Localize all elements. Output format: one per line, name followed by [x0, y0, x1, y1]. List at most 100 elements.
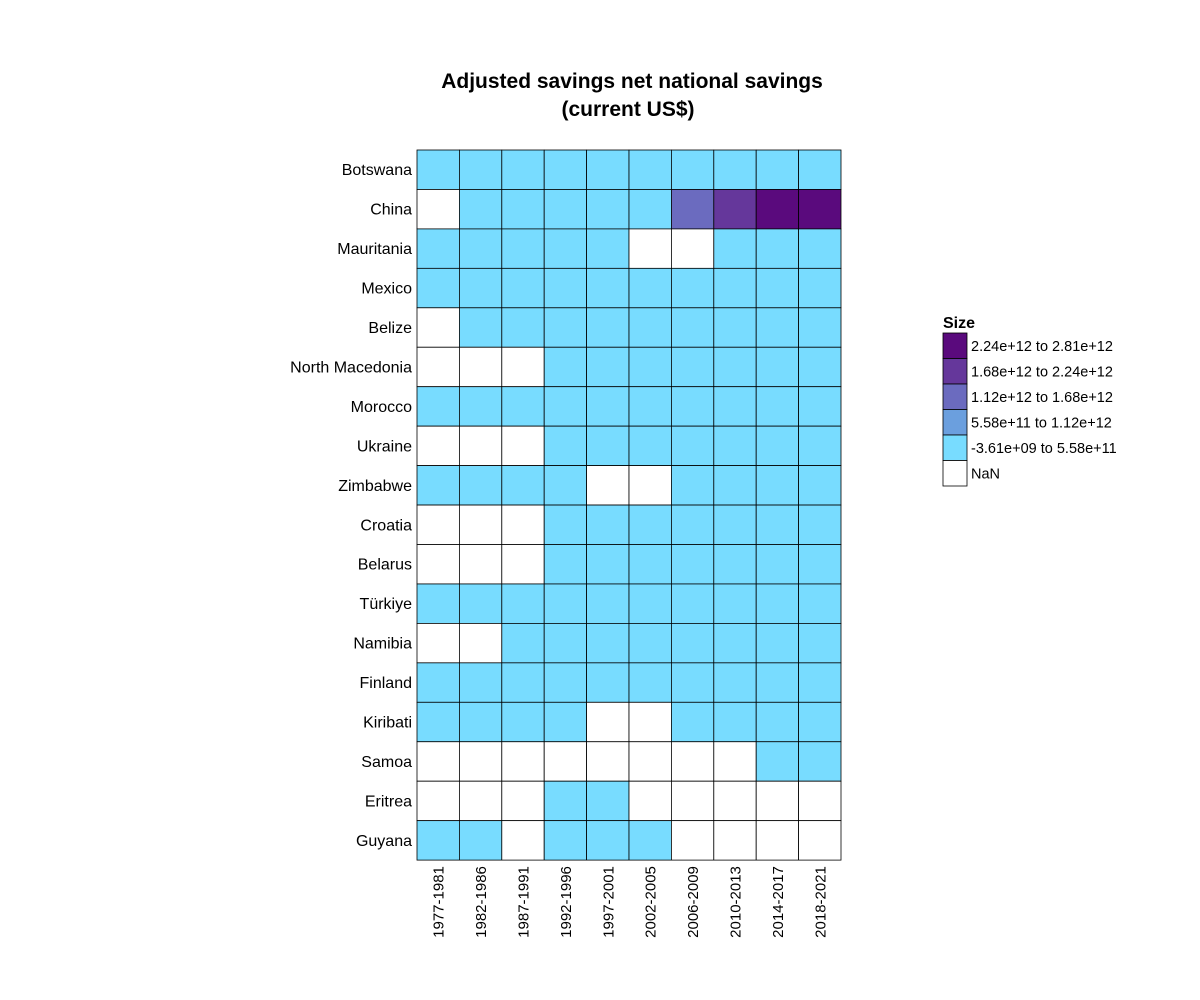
heatmap-cell-samoa-1977-1981 — [416, 741, 460, 782]
heatmap-cell-mauritania-2006-2009 — [671, 228, 715, 269]
heatmap-cell-ukraine-1987-1991 — [501, 425, 545, 466]
heatmap-cell-finland-2018-2021 — [798, 662, 842, 703]
heatmap-cell-belize-1992-1996 — [543, 307, 588, 348]
heatmap-cell-morocco-2010-2013 — [713, 386, 757, 427]
heatmap-cell-croatia-2018-2021 — [798, 504, 842, 545]
heatmap-cell-belarus-2002-2005 — [628, 544, 672, 585]
heatmap-cell-morocco-1987-1991 — [501, 386, 545, 427]
heatmap-cell-samoa-1997-2001 — [586, 741, 630, 782]
y-tick-label: Kiribati — [363, 715, 412, 732]
heatmap-cell-turkiye-1992-1996 — [543, 583, 588, 624]
y-tick-label: China — [370, 202, 412, 219]
heatmap-cell-zimbabwe-1977-1981 — [416, 465, 460, 506]
heatmap-cell-finland-2010-2013 — [713, 662, 757, 703]
heatmap-cell-eritrea-1987-1991 — [501, 780, 545, 822]
y-tick-label: Botswana — [342, 162, 412, 179]
x-tick-label: 2014-2017 — [770, 866, 787, 938]
heatmap-cell-samoa-2002-2005 — [628, 741, 672, 782]
heatmap-cell-mauritania-2010-2013 — [713, 228, 757, 269]
heatmap-cell-namibia-1997-2001 — [586, 623, 630, 664]
x-tick-label: 2018-2021 — [812, 866, 829, 938]
heatmap-cell-belize-2010-2013 — [713, 307, 757, 348]
heatmap-cell-turkiye-2002-2005 — [628, 583, 672, 624]
heatmap-cell-belize-2018-2021 — [798, 307, 842, 348]
heatmap-cell-kiribati-1997-2001 — [586, 701, 630, 743]
heatmap-cell-mauritania-1977-1981 — [416, 228, 460, 269]
heatmap-cell-mexico-1987-1991 — [501, 267, 545, 309]
heatmap-cell-mexico-1977-1981 — [416, 267, 460, 309]
heatmap-cell-china-1977-1981 — [416, 189, 460, 230]
heatmap-cell-mexico-1982-1986 — [458, 267, 503, 309]
heatmap-cell-morocco-2018-2021 — [798, 386, 842, 427]
heatmap-cell-ukraine-2014-2017 — [755, 425, 800, 466]
heatmap-cell-namibia-1982-1986 — [458, 623, 503, 664]
heatmap-cell-eritrea-1977-1981 — [416, 780, 460, 822]
heatmap-cell-eritrea-1997-2001 — [586, 780, 630, 822]
legend-swatch — [942, 383, 968, 410]
y-tick-label: Finland — [360, 675, 412, 692]
heatmap-cell-turkiye-1982-1986 — [458, 583, 503, 624]
heatmap-cell-finland-1977-1981 — [416, 662, 460, 703]
legend-swatch — [942, 409, 968, 436]
heatmap-cell-morocco-2006-2009 — [671, 386, 715, 427]
heatmap-cell-namibia-2006-2009 — [671, 623, 715, 664]
legend-swatch — [942, 332, 968, 359]
y-tick-label: Türkiye — [360, 596, 413, 613]
heatmap-cell-finland-1992-1996 — [543, 662, 588, 703]
x-axis-labels: 1977-1981 1982-1986 1987-1991 1992-1996 1997… — [431, 866, 830, 938]
heatmap-cell-china-2002-2005 — [628, 189, 672, 230]
x-tick-label: 2002-2005 — [643, 866, 660, 938]
y-tick-label: Mauritania — [337, 241, 412, 258]
heatmap-cell-finland-1982-1986 — [458, 662, 503, 703]
heatmap-cell-croatia-1982-1986 — [458, 504, 503, 545]
x-tick-label: 1997-2001 — [600, 866, 617, 938]
heatmap-cell-namibia-2014-2017 — [755, 623, 800, 664]
heatmap-cell-zimbabwe-2010-2013 — [713, 465, 757, 506]
heatmap-cell-belize-2002-2005 — [628, 307, 672, 348]
heatmap-cell-belarus-1992-1996 — [543, 544, 588, 585]
heatmap-cell-finland-2002-2005 — [628, 662, 672, 703]
heatmap-cell-croatia-1977-1981 — [416, 504, 460, 545]
heatmap-cell-belize-2006-2009 — [671, 307, 715, 348]
legend-swatch — [942, 460, 968, 487]
heatmap-cell-turkiye-2014-2017 — [755, 583, 800, 624]
y-tick-label: Namibia — [353, 636, 412, 653]
heatmap-cell-eritrea-2014-2017 — [755, 780, 800, 822]
heatmap-cell-mauritania-2002-2005 — [628, 228, 672, 269]
heatmap-cell-kiribati-1977-1981 — [416, 701, 460, 743]
heatmap-cell-zimbabwe-1997-2001 — [586, 465, 630, 506]
heatmap-cells — [416, 149, 842, 861]
heatmap-cell-guyana-1992-1996 — [543, 820, 588, 861]
heatmap-cell-belize-1987-1991 — [501, 307, 545, 348]
heatmap-cell-morocco-1992-1996 — [543, 386, 588, 427]
heatmap-cell-china-1982-1986 — [458, 189, 503, 230]
heatmap-cell-botswana-2002-2005 — [628, 149, 672, 190]
heatmap-cell-belarus-1987-1991 — [501, 544, 545, 585]
heatmap-cell-eritrea-1992-1996 — [543, 780, 588, 822]
x-tick-label: 1987-1991 — [516, 866, 533, 938]
heatmap-cell-samoa-1982-1986 — [458, 741, 503, 782]
y-axis-labels: Botswana China Mauritania Mexico Belize North… — [290, 162, 412, 850]
heatmap-cell-eritrea-2010-2013 — [713, 780, 757, 822]
legend-title: Size — [943, 315, 975, 332]
heatmap-cell-turkiye-1987-1991 — [501, 583, 545, 624]
heatmap-cell-zimbabwe-2018-2021 — [798, 465, 842, 506]
heatmap-cell-mexico-1992-1996 — [543, 267, 588, 309]
heatmap-cell-ukraine-1997-2001 — [586, 425, 630, 466]
legend-label: 2.24e+12 to 2.81e+12 — [971, 339, 1113, 355]
heatmap-cell-mexico-2018-2021 — [798, 267, 842, 309]
chart-title-line-2: (current US$) — [561, 98, 694, 121]
legend-label: 5.58e+11 to 1.12e+12 — [971, 415, 1112, 431]
heatmap-cell-kiribati-2014-2017 — [755, 701, 800, 743]
heatmap-cell-north-macedonia-1987-1991 — [501, 346, 545, 388]
heatmap-cell-zimbabwe-1992-1996 — [543, 465, 588, 506]
heatmap-cell-botswana-1982-1986 — [458, 149, 503, 190]
heatmap-cell-guyana-2010-2013 — [713, 820, 757, 861]
heatmap-cell-belize-2014-2017 — [755, 307, 800, 348]
heatmap-cell-belize-1982-1986 — [458, 307, 503, 348]
heatmap-cell-north-macedonia-1997-2001 — [586, 346, 630, 388]
y-tick-label: Mexico — [361, 281, 412, 298]
heatmap-cell-zimbabwe-1982-1986 — [458, 465, 503, 506]
heatmap-cell-north-macedonia-1992-1996 — [543, 346, 588, 388]
heatmap-cell-north-macedonia-2018-2021 — [798, 346, 842, 388]
